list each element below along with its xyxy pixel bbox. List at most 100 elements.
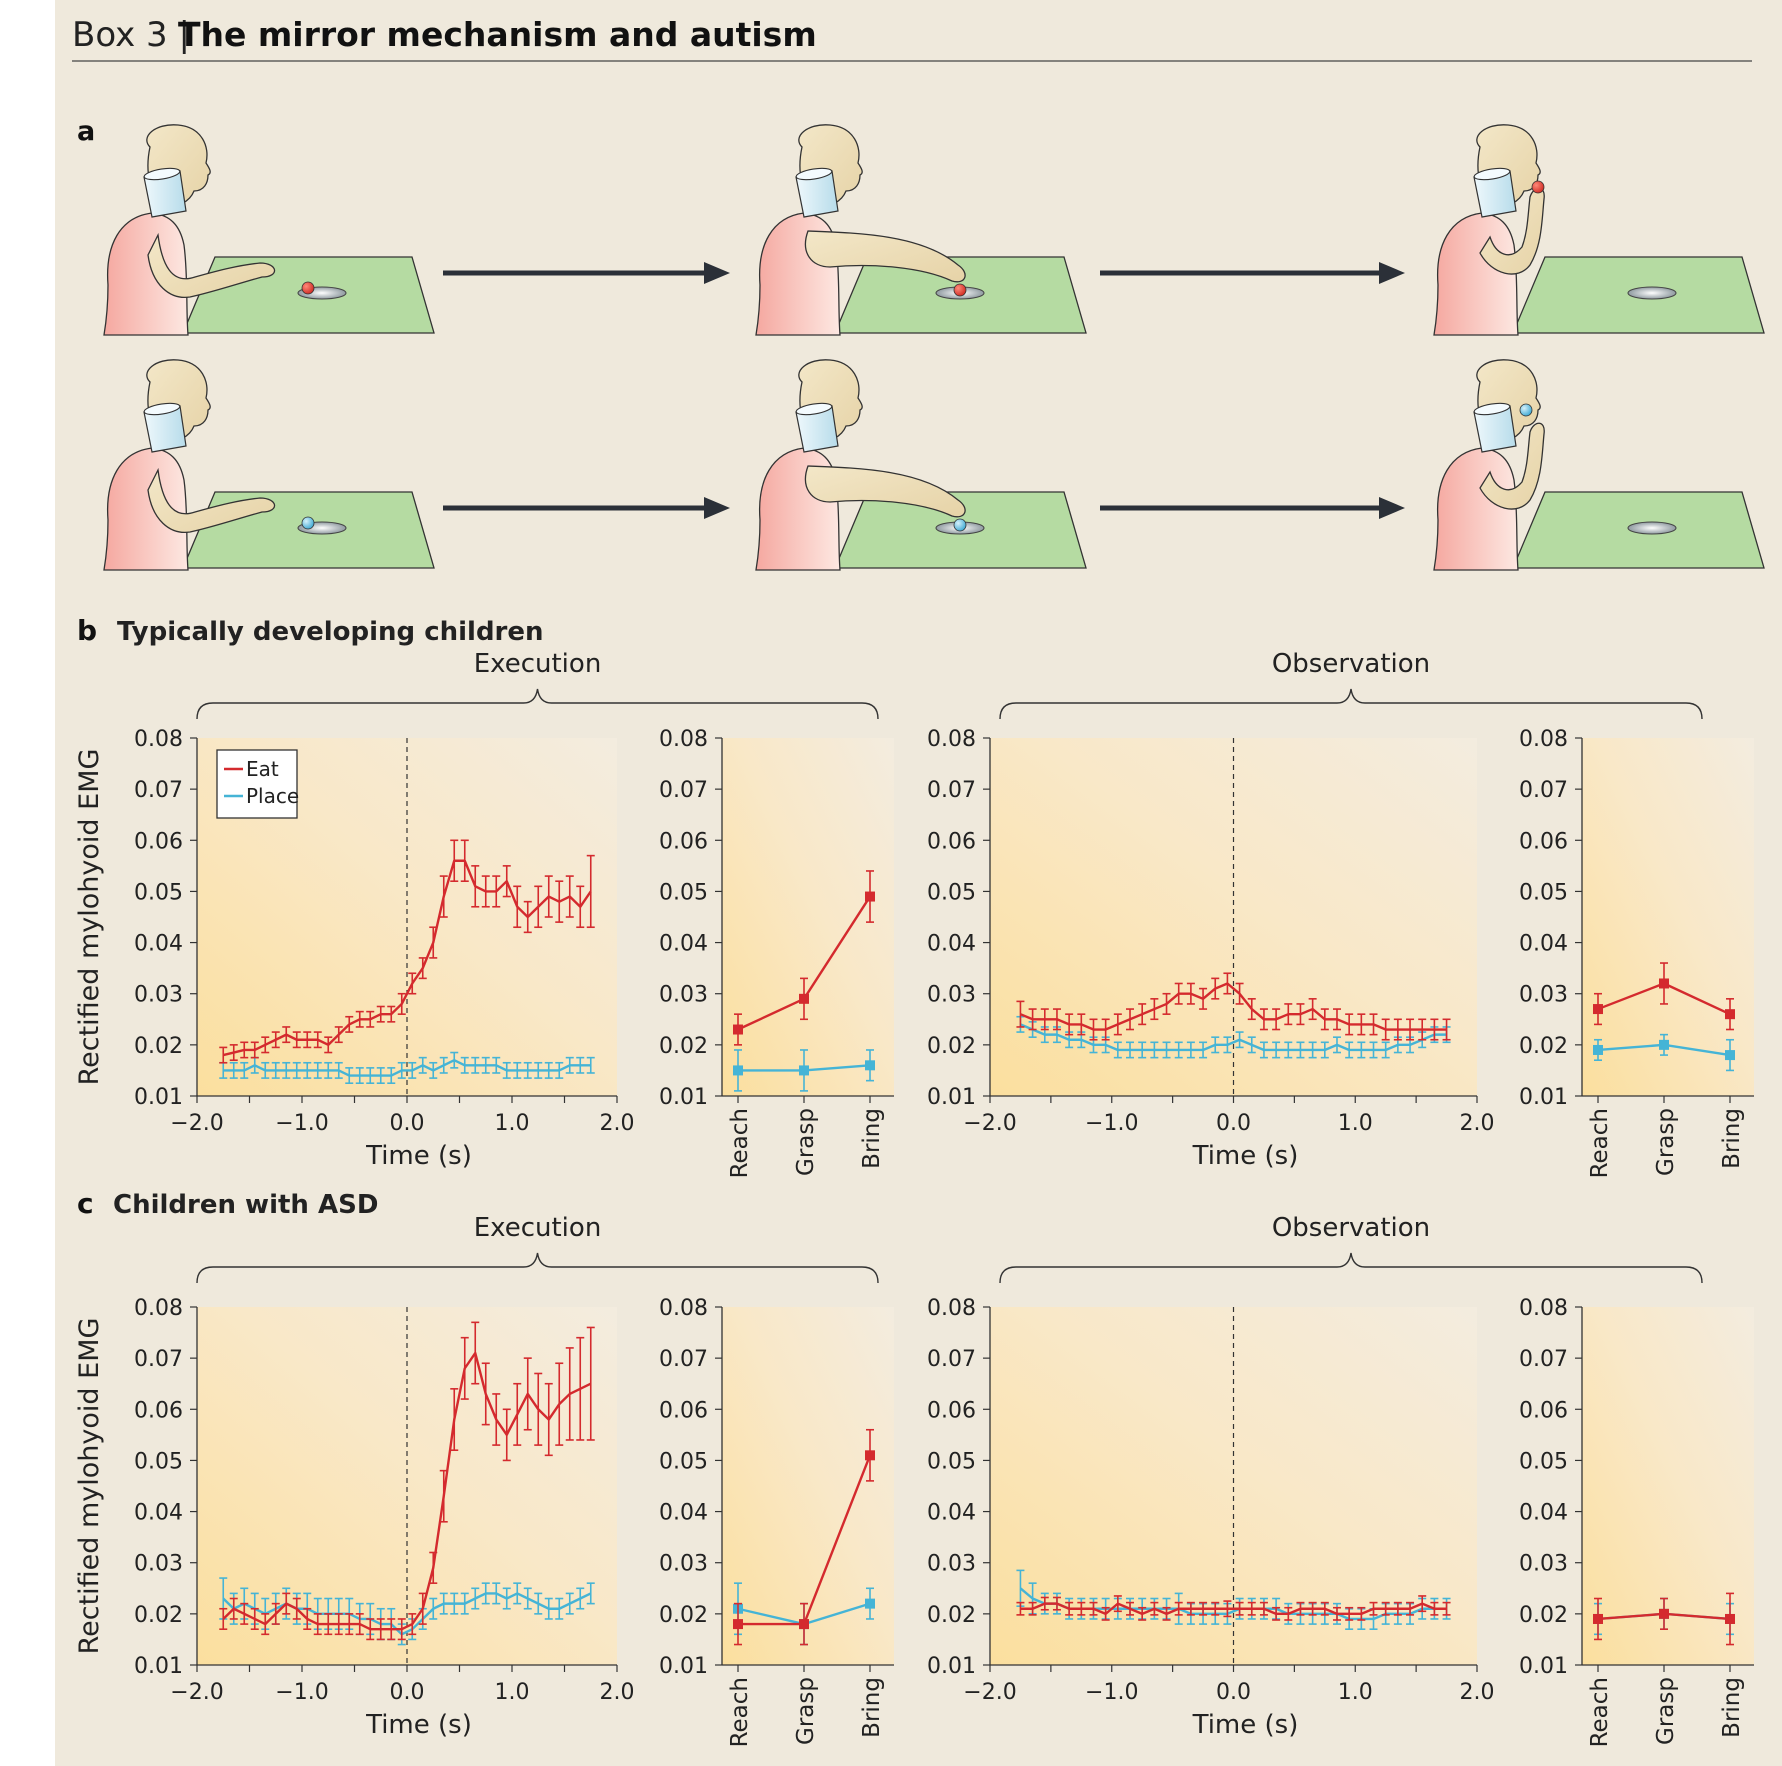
y-tick-label: 0.03 [927,1552,976,1577]
y-tick-label: 0.07 [927,1347,976,1372]
arm [804,230,966,283]
collar-top [143,167,181,181]
data-point [1659,1608,1669,1619]
group-label: Execution [474,1213,602,1243]
y-tick-label: 0.07 [1519,778,1568,803]
y-tick-label: 0.05 [1519,880,1568,905]
y-tick-label: 0.08 [659,727,708,752]
y-tick-label: 0.07 [927,778,976,803]
y-tick-label: 0.04 [1519,932,1568,957]
data-point [1725,1009,1735,1020]
y-tick-label: 0.08 [927,1296,976,1321]
y-tick-label: 0.02 [1519,1034,1568,1059]
y-tick-label: 0.05 [1519,1449,1568,1474]
y-tick-label: 0.06 [134,1398,183,1423]
phase-tick-label: Grasp [793,1677,819,1745]
y-axis-label: Rectified mylohyoid EMG [74,1318,105,1655]
y-tick-label: 0.03 [659,983,708,1008]
shirt [1433,447,1519,571]
x-axis-label: Time (s) [365,1141,472,1171]
arm [804,465,966,518]
y-tick-label: 0.04 [1519,1501,1568,1526]
series-line-eat [1020,1602,1447,1616]
scene-1-2 [755,124,1087,336]
brace-path [196,688,879,720]
shirt [103,212,189,336]
data-point [733,1024,743,1035]
data-point [865,1598,875,1609]
x-tick-label: 0.0 [1216,1680,1251,1705]
series-line-eat [1019,982,1447,1031]
y-tick-label: 0.05 [659,880,708,905]
y-tick-label: 0.03 [927,983,976,1008]
brace-path [196,1252,879,1284]
x-tick-label: 1.0 [495,1111,530,1136]
y-tick-label: 0.04 [927,1501,976,1526]
series-line-eat [222,1351,592,1631]
y-tick-label: 0.03 [1519,1552,1568,1577]
y-tick-label: 0.05 [134,1449,183,1474]
y-tick-label: 0.02 [1519,1603,1568,1628]
series-place [733,1049,875,1092]
y-tick-label: 0.05 [927,880,976,905]
phase-tick-label: Grasp [1653,1108,1679,1176]
data-point [799,1619,809,1630]
y-tick-label: 0.01 [134,1654,183,1679]
group-brace: Execution [196,649,879,720]
x-tick-label: −2.0 [963,1680,1016,1705]
x-tick-label: −2.0 [170,1111,223,1136]
x-tick-label: −1.0 [1085,1680,1138,1705]
y-tick-label: 0.06 [659,1398,708,1423]
chart-c_obs_time: 0.01 0.02 0.03 0.04 0.05 0.06 0.07 0.08 −2.0 −1.0… [927,1296,1494,1740]
arrow-head-icon [1379,262,1405,284]
series-place [219,1051,595,1085]
y-tick-label: 0.01 [927,1654,976,1679]
data-point [1593,1044,1603,1055]
box-label: Box 3 | [72,15,190,55]
y-tick-label: 0.02 [927,1603,976,1628]
x-tick-label: −1.0 [1085,1111,1138,1136]
arrow-head-icon [704,262,730,284]
brace-path [999,1252,1703,1284]
plot-area [1582,1307,1754,1665]
y-axis-label: Rectified mylohyoid EMG [74,749,105,1086]
data-point [1725,1613,1735,1624]
series-line-eat [222,859,592,1057]
phase-tick-label: Grasp [1653,1677,1679,1745]
chart-b_exec_phase: 0.01 0.02 0.03 0.04 0.05 0.06 0.07 0.08 Reach Gra… [659,727,894,1178]
chart-c_exec_time: 0.01 0.02 0.03 0.04 0.05 0.06 0.07 0.08 −2.0 −1.0… [74,1296,635,1740]
group-label: Observation [1272,1213,1430,1243]
series-place [1016,1015,1451,1059]
x-tick-label: 2.0 [600,1111,635,1136]
legend: Eat Place [216,749,299,819]
dish [1627,521,1677,535]
y-tick-label: 0.07 [659,778,708,803]
y-tick-label: 0.07 [134,1347,183,1372]
series-eat [1016,1595,1451,1621]
y-tick-label: 0.06 [134,829,183,854]
phase-tick-label: Reach [1587,1677,1613,1747]
arrow-head-icon [704,497,730,519]
series-eat [733,870,875,1046]
y-tick-label: 0.06 [1519,829,1568,854]
y-tick-label: 0.04 [927,932,976,957]
scene-1-1 [103,124,435,336]
data-point [733,1619,743,1630]
y-tick-label: 0.01 [1519,1085,1568,1110]
y-tick-label: 0.02 [659,1034,708,1059]
chart-b_obs_time: 0.01 0.02 0.03 0.04 0.05 0.06 0.07 0.08 −2.0 −1.0… [927,727,1494,1171]
arrow-head-icon [1379,497,1405,519]
panel-b-letter: b [77,614,97,647]
x-tick-label: −1.0 [275,1111,328,1136]
data-point [1593,1004,1603,1015]
scene-2-2 [755,359,1087,571]
x-tick-label: 1.0 [1338,1111,1373,1136]
y-tick-label: 0.03 [134,983,183,1008]
y-tick-label: 0.05 [927,1449,976,1474]
phase-tick-label: Bring [859,1677,885,1738]
panel-a-illustrations [103,124,1765,571]
series-eat [733,1428,875,1646]
ball [1519,403,1533,417]
y-tick-label: 0.08 [134,1296,183,1321]
group-brace: Observation [999,649,1703,720]
